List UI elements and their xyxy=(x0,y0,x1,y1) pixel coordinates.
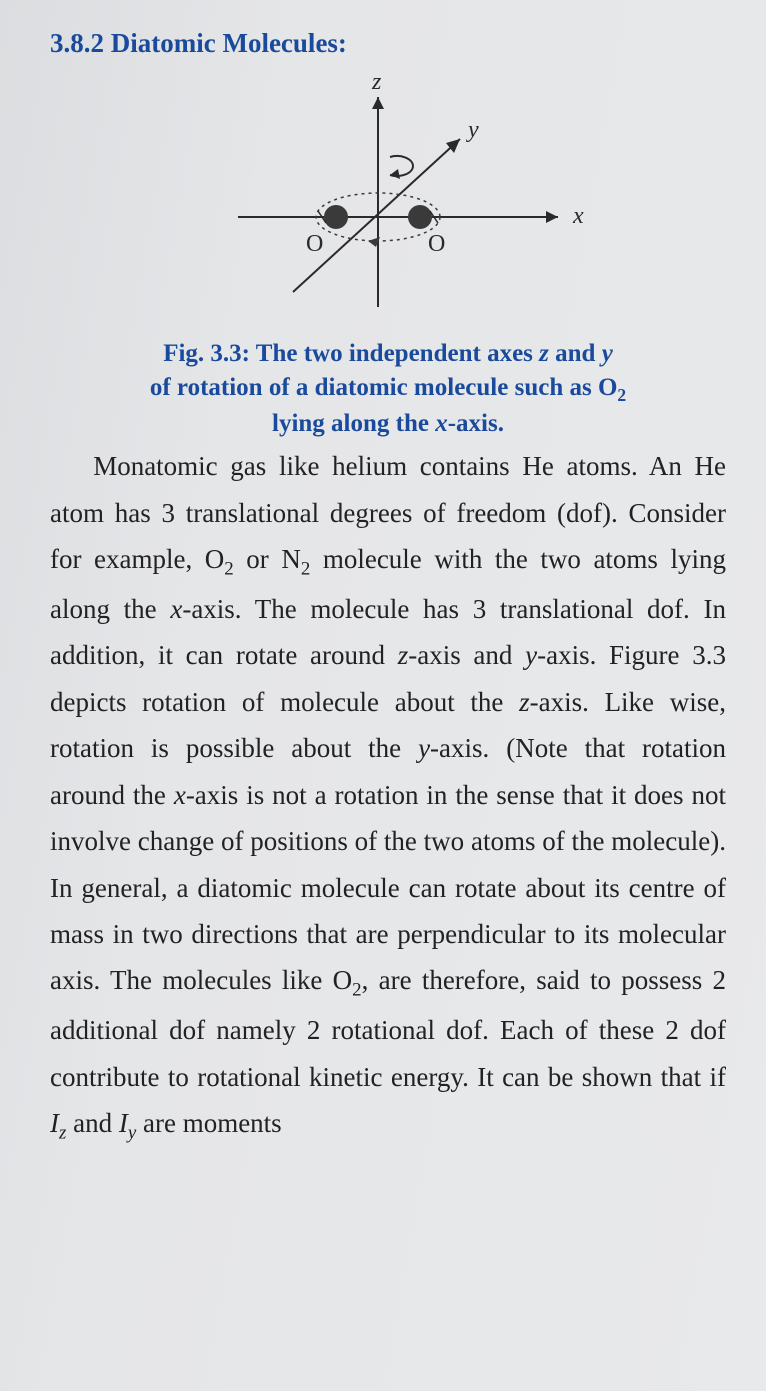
atom-label-right: O xyxy=(428,231,445,257)
textbook-page: 3.8.2 Diatomic Molecules: x z y xyxy=(0,0,766,1391)
section-heading: 3.8.2 Diatomic Molecules: xyxy=(50,28,726,59)
diatomic-axes-diagram: x z y O O xyxy=(168,67,608,327)
paragraph-1: Monatomic gas like helium contains He at… xyxy=(50,443,726,1150)
axis-label-z: z xyxy=(371,69,382,95)
axis-label-y: y xyxy=(466,117,479,143)
figure-caption: Fig. 3.3: The two independent axes z and… xyxy=(50,337,726,441)
axis-label-x: x xyxy=(572,203,584,229)
figure-3-3: x z y O O xyxy=(50,67,726,327)
atom-label-left: O xyxy=(306,231,323,257)
body-text: Monatomic gas like helium contains He at… xyxy=(50,443,726,1150)
